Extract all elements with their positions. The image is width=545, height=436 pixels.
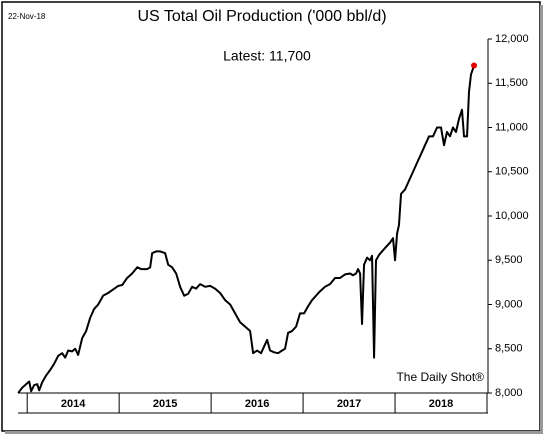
y-tick-label: 11,500 [495,77,528,89]
y-tick-label: 12,000 [495,33,529,45]
y-tick-label: 8,500 [495,343,523,355]
date: 22-Nov-18 [8,12,46,21]
x-tick-label: 2016 [245,398,269,410]
y-tick-label: 9,000 [495,298,523,310]
annotation: Latest: 11,700 [223,48,311,64]
x-tick-label: 2015 [153,398,177,410]
latest-point [471,62,478,69]
x-tick-label: 2014 [61,398,86,410]
x-tick-label: 2017 [337,398,361,410]
chart-title: US Total Oil Production ('000 bbl/d) [137,8,386,25]
y-tick-label: 10,500 [495,166,529,178]
frame [1,1,541,432]
source: The Daily Shot® [396,370,484,384]
line [17,65,475,394]
frame-shadow [5,431,543,434]
x-tick-label: 2018 [429,398,453,410]
y-tick-label: 10,000 [495,210,529,222]
y-tick-label: 8,000 [495,387,523,399]
frame-shadow [540,5,543,434]
y-tick-label: 9,500 [495,254,523,266]
y-tick-label: 11,000 [495,121,528,133]
